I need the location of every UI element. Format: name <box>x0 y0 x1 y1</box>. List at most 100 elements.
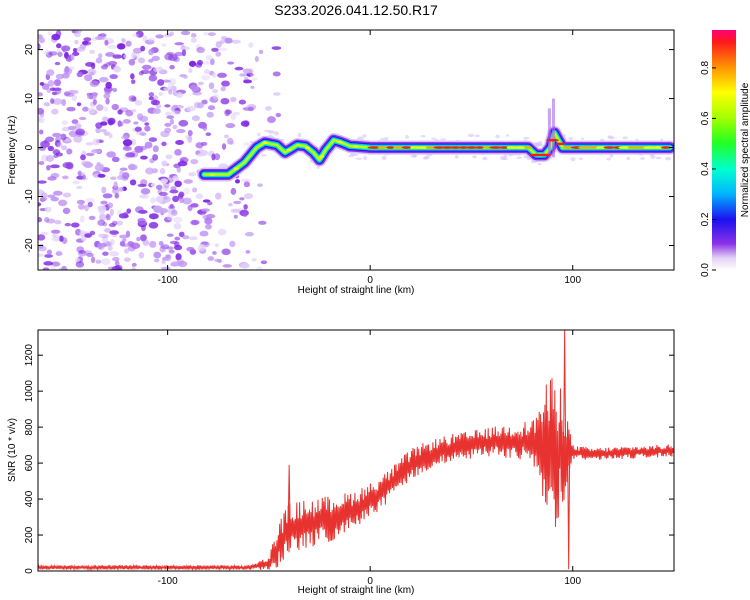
noise-blob <box>250 72 255 78</box>
noise-blob <box>213 153 221 161</box>
noise-blob <box>202 61 211 65</box>
noise-blob <box>41 231 49 236</box>
noise-blob <box>186 105 196 112</box>
spectrogram-signal-layer <box>197 98 674 182</box>
noise-speckle <box>422 157 428 160</box>
noise-blob <box>225 109 232 115</box>
noise-blob <box>205 132 212 137</box>
noise-blob <box>203 69 210 75</box>
noise-speckle <box>626 156 631 161</box>
noise-blob <box>207 256 215 261</box>
noise-blob <box>169 64 175 70</box>
noise-blob <box>204 217 213 225</box>
noise-blob <box>166 115 175 119</box>
noise-blob <box>179 156 189 164</box>
noise-blob <box>214 243 220 248</box>
noise-blob <box>173 223 182 230</box>
spectrogram-ytick-label: 10 <box>24 93 35 105</box>
noise-blob <box>61 145 68 151</box>
signal-hotspot <box>653 146 663 149</box>
noise-blob <box>170 262 180 267</box>
signal-hotspot <box>458 146 468 149</box>
noise-blob <box>114 260 120 267</box>
noise-blob <box>76 102 82 107</box>
noise-blob <box>142 35 148 42</box>
noise-blob <box>160 178 168 184</box>
noise-speckle <box>635 138 639 142</box>
noise-blob <box>38 43 41 50</box>
noise-blob <box>38 202 42 207</box>
noise-blob <box>101 236 108 244</box>
noise-blob <box>205 55 213 61</box>
noise-blob <box>225 122 236 129</box>
noise-blob <box>218 47 228 52</box>
noise-blob <box>174 51 184 57</box>
noise-blob <box>38 243 44 249</box>
signal-hotspot <box>489 146 503 149</box>
noise-blob <box>52 190 63 196</box>
noise-blob <box>62 192 72 198</box>
noise-blob <box>44 206 52 213</box>
noise-speckle <box>537 162 542 166</box>
noise-blob <box>198 121 207 129</box>
noise-blob <box>187 130 193 137</box>
signal-hotspot <box>286 148 292 152</box>
noise-blob <box>247 106 255 112</box>
spectrogram-ytick-label: -20 <box>24 238 35 253</box>
snr-plot-area <box>38 330 674 571</box>
noise-blob <box>178 119 189 127</box>
noise-blob <box>161 141 167 147</box>
snr-ytick-label: 1200 <box>24 344 35 367</box>
noise-blob <box>191 86 201 93</box>
noise-blob <box>104 39 109 46</box>
noise-blob <box>140 155 148 160</box>
noise-blob <box>110 176 117 180</box>
noise-blob <box>135 52 140 60</box>
noise-blob <box>137 220 148 228</box>
noise-blob <box>150 197 157 204</box>
noise-blob <box>57 199 68 207</box>
noise-blob <box>190 158 199 165</box>
noise-speckle <box>380 137 386 141</box>
noise-speckle <box>355 157 363 160</box>
noise-blob <box>105 213 110 218</box>
noise-blob <box>201 213 206 217</box>
noise-blob <box>78 203 85 210</box>
noise-blob <box>97 242 103 250</box>
noise-blob <box>164 122 172 127</box>
noise-blob <box>134 145 144 153</box>
noise-blob <box>64 92 75 97</box>
noise-blob <box>242 213 248 218</box>
noise-blob <box>88 215 96 221</box>
noise-blob <box>148 58 154 63</box>
noise-blob <box>132 47 143 54</box>
noise-blob <box>158 191 168 197</box>
signal-hotspot <box>555 142 566 146</box>
noise-blob <box>188 67 193 74</box>
noise-blob <box>226 137 234 145</box>
noise-blob <box>174 104 184 109</box>
noise-blob <box>212 251 217 255</box>
noise-blob <box>67 125 77 131</box>
snr-ytick-label: 600 <box>24 454 35 471</box>
noise-blob <box>152 145 159 153</box>
noise-speckle <box>362 134 367 138</box>
noise-blob <box>136 130 145 136</box>
signal-hotspot <box>603 146 615 149</box>
noise-blob <box>134 99 143 106</box>
noise-blob <box>47 145 54 152</box>
noise-speckle <box>607 135 613 139</box>
noise-blob <box>55 251 63 256</box>
noise-blob <box>38 115 43 122</box>
colorbar-bar <box>712 30 736 270</box>
noise-blob <box>38 37 45 44</box>
signal-hotspot <box>483 146 492 149</box>
noise-blob <box>235 179 240 184</box>
noise-speckle <box>606 157 611 161</box>
noise-blob <box>38 161 45 166</box>
noise-blob <box>163 196 168 200</box>
colorbar-label: Normalized spectral amplitude <box>740 82 750 217</box>
noise-blob <box>82 106 89 112</box>
noise-blob <box>210 58 215 66</box>
noise-blob <box>135 30 144 38</box>
